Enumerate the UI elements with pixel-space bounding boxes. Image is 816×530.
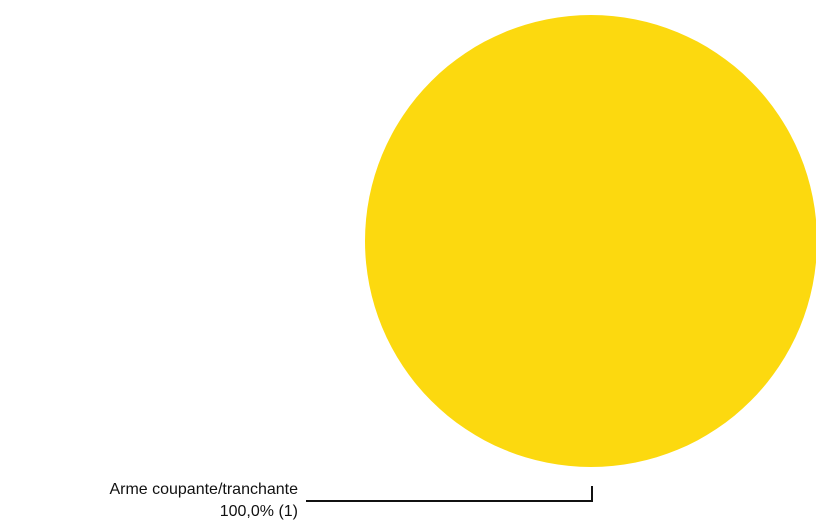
pie-slices <box>365 15 816 467</box>
slice-leader-line <box>306 486 593 502</box>
slice-label-name: Arme coupante/tranchante <box>109 481 298 498</box>
slice-label-value: 100,0% (1) <box>219 503 298 520</box>
pie-slice-0 <box>365 15 816 467</box>
slice-label: Arme coupante/tranchante 100,0% (1) <box>109 479 298 523</box>
